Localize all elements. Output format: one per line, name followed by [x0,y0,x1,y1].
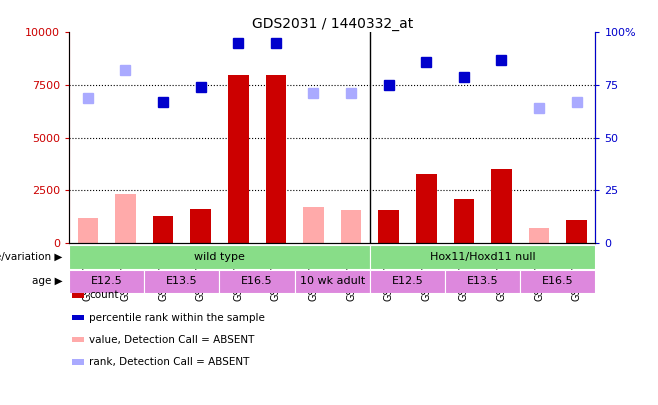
Bar [341,210,361,243]
Text: count: count [89,290,119,300]
Bar [416,173,437,243]
Bar [266,75,286,243]
Bar [520,270,595,293]
Bar [370,245,595,269]
Bar [69,270,144,293]
Bar [220,270,295,293]
Bar [69,245,370,269]
Text: E16.5: E16.5 [241,277,273,286]
Bar [303,207,324,243]
Bar [144,270,220,293]
Bar [153,215,174,243]
Text: E12.5: E12.5 [91,277,122,286]
Text: E16.5: E16.5 [542,277,574,286]
Title: GDS2031 / 1440332_at: GDS2031 / 1440332_at [251,17,413,31]
Text: E12.5: E12.5 [392,277,423,286]
Bar [453,199,474,243]
Bar [228,75,249,243]
Bar [445,270,520,293]
Text: E13.5: E13.5 [467,277,499,286]
Text: value, Detection Call = ABSENT: value, Detection Call = ABSENT [89,335,255,345]
Bar [190,209,211,243]
Bar [78,218,98,243]
Bar [567,220,587,243]
Text: wild type: wild type [194,252,245,262]
Bar [529,228,549,243]
Text: genotype/variation ▶: genotype/variation ▶ [0,252,63,262]
Bar [295,270,370,293]
Text: percentile rank within the sample: percentile rank within the sample [89,313,265,322]
Text: age ▶: age ▶ [32,277,63,286]
Bar [378,210,399,243]
Bar [491,169,512,243]
Text: E13.5: E13.5 [166,277,197,286]
Text: rank, Detection Call = ABSENT: rank, Detection Call = ABSENT [89,357,250,367]
Bar [370,270,445,293]
Text: 10 wk adult: 10 wk adult [299,277,365,286]
Text: Hox11/Hoxd11 null: Hox11/Hoxd11 null [430,252,536,262]
Bar [115,194,136,243]
